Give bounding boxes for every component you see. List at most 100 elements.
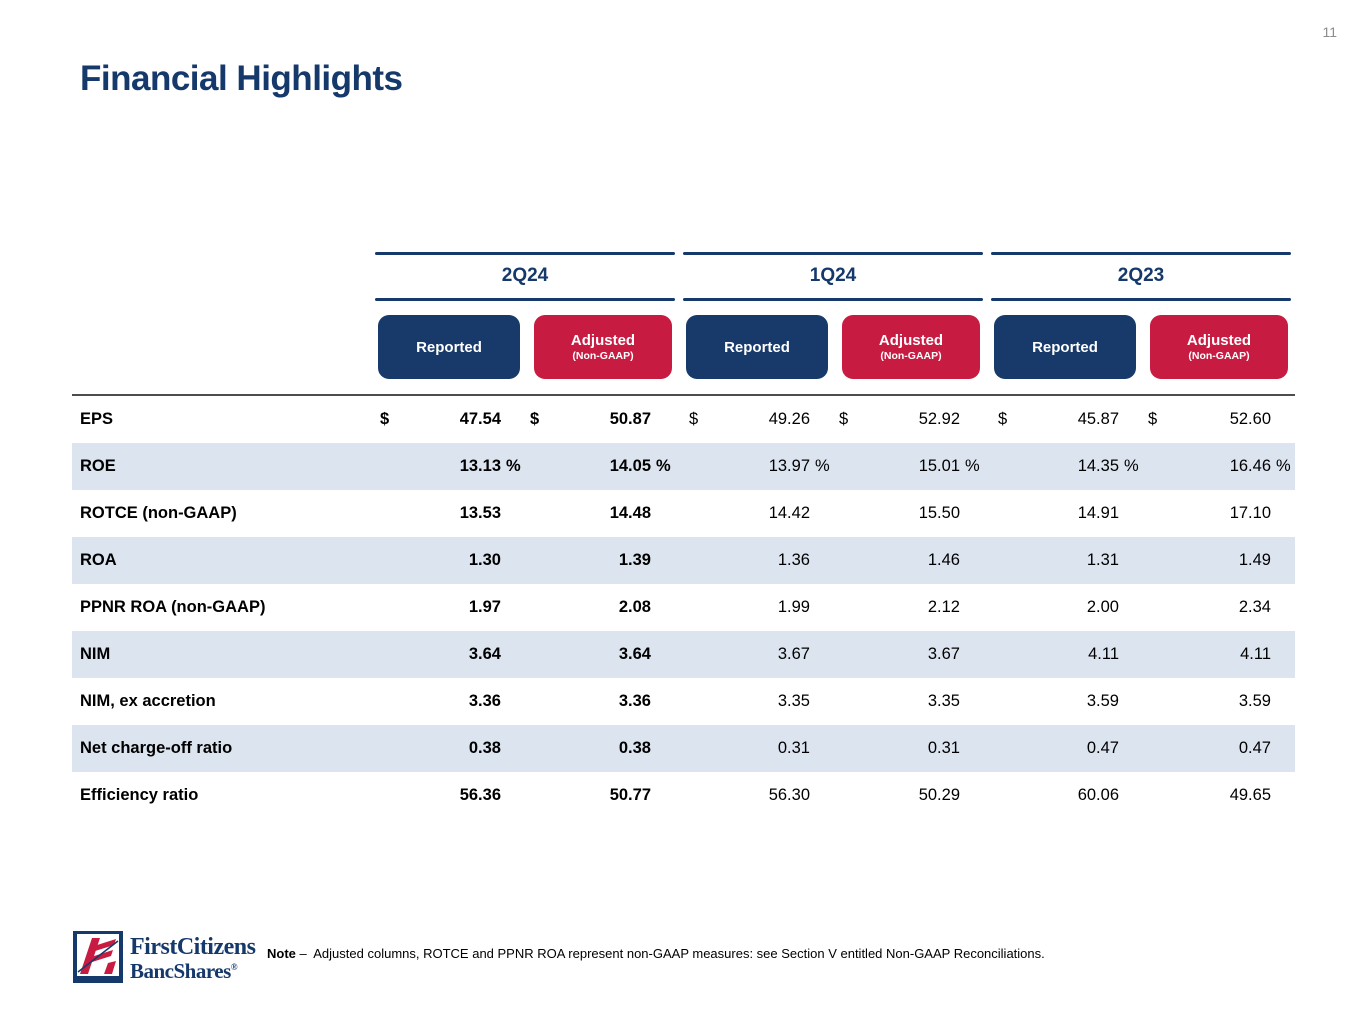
reported-badge-label: Reported	[1032, 338, 1098, 356]
value-cell-2q24-adjusted: 3.36	[525, 692, 675, 711]
cell-value: 45.87	[1077, 410, 1119, 428]
cell-value: 13.53	[459, 504, 501, 522]
value-cell-2q23-adjusted: 1.49	[1143, 551, 1295, 570]
value-cell-2q23-reported: 4.11	[993, 645, 1143, 664]
cell-value: 3.35	[927, 692, 960, 710]
value-cell-2q24-adjusted: $50.87	[525, 410, 675, 429]
cell-value: 0.31	[777, 739, 810, 757]
period-top-rule	[991, 252, 1291, 255]
reported-badge-label: Reported	[416, 338, 482, 356]
adjusted-badge-sublabel: (Non-GAAP)	[880, 349, 942, 362]
adjusted-badge-label: Adjusted	[1186, 331, 1252, 349]
value-cell-1q24-adjusted: 3.67	[834, 645, 984, 664]
value-cell-1q24-reported: 0.31	[684, 739, 834, 758]
cell-value: 1.31	[1086, 551, 1119, 569]
adjusted-badge-sublabel: (Non-GAAP)	[572, 349, 634, 362]
cell-value: 14.35	[1077, 457, 1119, 475]
value-cell-2q23-reported: 1.31	[993, 551, 1143, 570]
first-citizens-logo-icon	[73, 931, 123, 983]
value-cell-1q24-adjusted: 3.35	[834, 692, 984, 711]
table-row: Net charge-off ratio 0.38 0.38 0.31 0.31…	[72, 725, 1295, 772]
value-cell-2q23-reported: $45.87	[993, 410, 1143, 429]
percent-suffix: %	[656, 457, 671, 475]
column-badges: Reported Adjusted (Non-GAAP)	[991, 301, 1291, 379]
cell-value: 49.26	[768, 410, 810, 428]
row-label: ROTCE (non-GAAP)	[80, 504, 237, 522]
period-bottom-rule	[991, 298, 1291, 301]
adjusted-badge: Adjusted (Non-GAAP)	[842, 315, 980, 379]
value-cell-1q24-adjusted: 1.46	[834, 551, 984, 570]
page-number: 11	[1322, 24, 1337, 40]
cell-value: 15.50	[918, 504, 960, 522]
row-label: ROA	[80, 551, 117, 569]
value-cell-2q24-reported: $47.54	[375, 410, 525, 429]
cell-value: 14.48	[609, 504, 651, 522]
cell-value: 1.97	[468, 598, 501, 616]
reported-badge: Reported	[378, 315, 520, 379]
value-cell-2q23-reported: 0.47	[993, 739, 1143, 758]
cell-value: 14.42	[768, 504, 810, 522]
value-cell-2q23-reported: 3.59	[993, 692, 1143, 711]
value-cell-2q24-adjusted: 14.48	[525, 504, 675, 523]
first-citizens-wordmark: FirstCitizens BancShares®	[130, 935, 256, 983]
value-cell-2q23-adjusted: 2.34	[1143, 598, 1295, 617]
cell-value: 4.11	[1088, 645, 1119, 663]
value-cell-2q24-reported: 56.36	[375, 786, 525, 805]
cell-value: 3.35	[777, 692, 810, 710]
cell-value: 2.12	[927, 598, 960, 616]
table-row: NIM, ex accretion 3.36 3.36 3.35 3.35 3.…	[72, 678, 1295, 725]
row-label: EPS	[80, 410, 114, 428]
cell-value: 3.64	[618, 645, 651, 663]
cell-value: 3.36	[618, 692, 651, 710]
table-row: PPNR ROA (non-GAAP) 1.97 2.08 1.99 2.12 …	[72, 584, 1295, 631]
row-label: Efficiency ratio	[80, 786, 199, 804]
cell-value: 3.59	[1238, 692, 1271, 710]
reported-badge-label: Reported	[724, 338, 790, 356]
value-cell-1q24-reported: 14.42	[684, 504, 834, 523]
cell-value: 3.67	[927, 645, 960, 663]
row-label: NIM, ex accretion	[80, 692, 216, 710]
registered-mark: ®	[230, 962, 238, 972]
period-bottom-rule	[375, 298, 675, 301]
cell-value: 1.49	[1238, 551, 1271, 569]
cell-value: 13.97	[768, 457, 810, 475]
value-cell-2q24-reported: 3.36	[375, 692, 525, 711]
cell-value: 15.01	[918, 457, 960, 475]
cell-value: 0.47	[1238, 739, 1271, 757]
value-cell-2q24-adjusted: 3.64	[525, 645, 675, 664]
cell-value: 56.30	[768, 786, 810, 804]
cell-value: 47.54	[459, 410, 501, 428]
value-cell-1q24-reported: 3.35	[684, 692, 834, 711]
adjusted-badge-label: Adjusted	[570, 331, 636, 349]
cell-value: 13.13	[459, 457, 501, 475]
footnote: Note – Adjusted columns, ROTCE and PPNR …	[267, 946, 1045, 961]
value-cell-1q24-adjusted: 15.50	[834, 504, 984, 523]
value-cell-1q24-reported: 3.67	[684, 645, 834, 664]
value-cell-2q23-adjusted: 3.59	[1143, 692, 1295, 711]
value-cell-2q24-reported: 3.64	[375, 645, 525, 664]
wordmark-line2: BancShares®	[130, 959, 238, 983]
row-label: ROE	[80, 457, 116, 475]
period-group: 2Q23 Reported Adjusted (Non-GAAP)	[991, 252, 1291, 379]
percent-suffix: %	[1124, 457, 1139, 475]
value-cell-2q24-reported: 13.53	[375, 504, 525, 523]
value-cell-2q23-adjusted: 49.65	[1143, 786, 1295, 805]
cell-value: 3.64	[468, 645, 501, 663]
adjusted-badge-sublabel: (Non-GAAP)	[1188, 349, 1250, 362]
cell-value: 14.05	[609, 457, 651, 475]
value-cell-2q23-reported: 14.91	[993, 504, 1143, 523]
value-cell-2q24-adjusted: 2.08	[525, 598, 675, 617]
value-cell-1q24-adjusted: 2.12	[834, 598, 984, 617]
table-row: NIM 3.64 3.64 3.67 3.67 4.11 4.11	[72, 631, 1295, 678]
currency-symbol: $	[380, 410, 390, 428]
value-cell-1q24-reported: 1.99	[684, 598, 834, 617]
period-header-groups: 2Q24 Reported Adjusted (Non-GAAP) 1Q24 R…	[375, 252, 1291, 379]
value-cell-2q24-reported: 0.38	[375, 739, 525, 758]
cell-value: 50.29	[918, 786, 960, 804]
currency-symbol: $	[689, 410, 699, 428]
cell-value: 2.34	[1238, 598, 1271, 616]
cell-value: 56.36	[459, 786, 501, 804]
currency-symbol: $	[530, 410, 540, 428]
value-cell-2q24-adjusted: 0.38	[525, 739, 675, 758]
percent-suffix: %	[965, 457, 980, 475]
